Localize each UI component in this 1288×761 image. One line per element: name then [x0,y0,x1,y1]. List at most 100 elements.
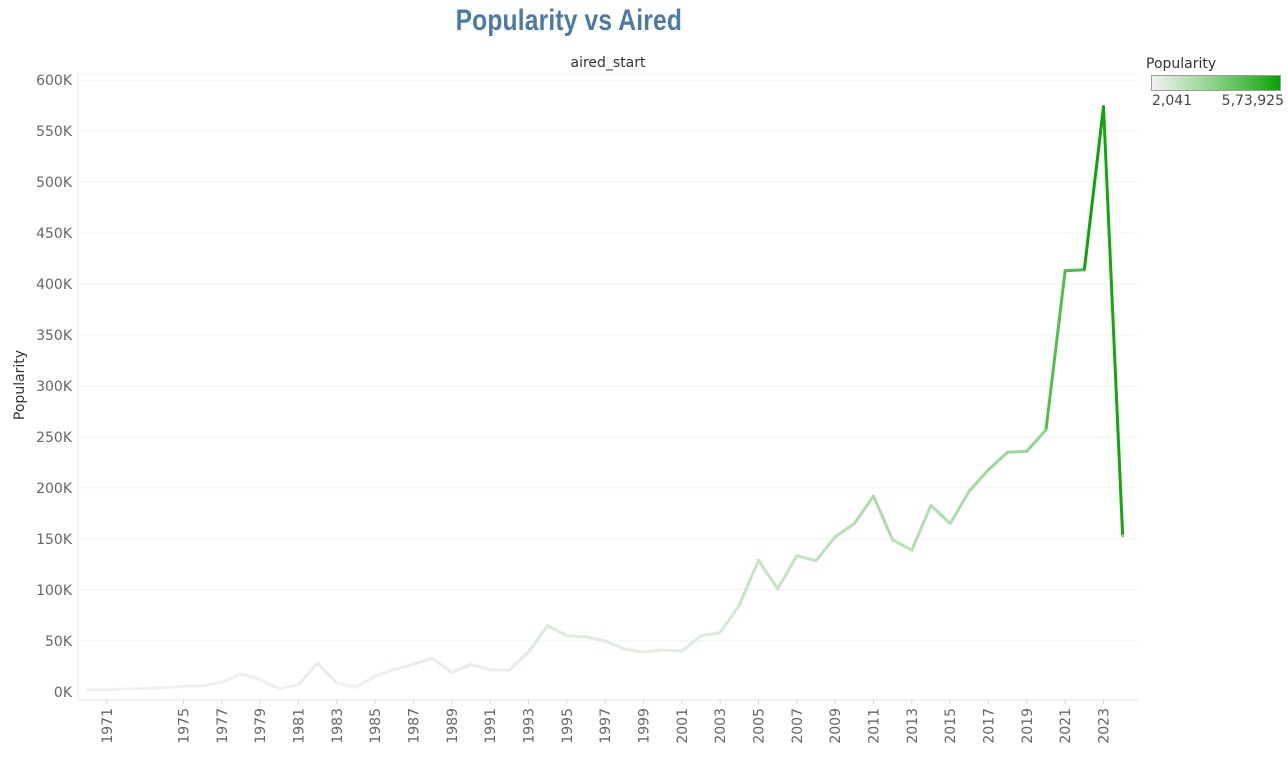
data-point [239,672,243,676]
series-segment [277,683,300,691]
data-point [776,587,779,591]
series-segment [852,494,875,526]
data-point [584,635,588,638]
series-segment [565,634,588,639]
x-tick-label: 1981 [291,708,307,744]
x-tick-label: 1993 [521,708,537,744]
data-point [1102,105,1105,108]
series-segment [296,661,320,687]
y-tick-label: 350K [36,328,73,344]
series-segment [622,647,645,654]
x-tick-label: 2005 [751,708,767,744]
y-tick-label: 250K [36,430,73,446]
data-point [853,522,856,525]
x-tick-label: 1983 [330,708,346,744]
series-segment [1006,449,1029,454]
series-segment [910,503,933,552]
series-segment [546,624,569,638]
x-tick-label: 1975 [176,708,192,744]
series-segment [526,624,550,654]
data-point [948,522,952,525]
data-point [1063,269,1067,272]
data-point [833,535,837,539]
data-point [738,603,741,607]
series-segment [316,661,339,685]
x-tick-label: 2009 [828,708,844,744]
axes: 0K 50K 100K 150K 200K 250K 300K 350K 400K 450K 500… [36,73,1112,744]
data-point [527,650,530,654]
x-tick-label: 2023 [1096,708,1112,744]
series-segment [986,450,1010,472]
data-point [872,494,875,498]
data-point [220,680,223,684]
data-point [508,668,511,672]
series-segment [718,603,741,635]
data-point [929,504,933,507]
series-segment [431,656,454,674]
legend-min-label: 2,041 [1152,93,1193,109]
x-tick-label: 1995 [560,708,576,744]
y-tick-label: 300K [36,379,73,395]
series-line [86,105,1125,692]
data-point [968,489,971,493]
x-tick-label: 2017 [981,708,997,744]
series-segment [201,680,224,688]
y-tick-label: 500K [36,175,73,191]
series-segment [1101,105,1125,538]
data-point [718,631,722,634]
data-point [488,668,492,672]
series-segment [795,554,818,563]
data-point [987,468,990,471]
data-point [431,656,434,660]
y-tick-label: 0K [54,685,73,701]
x-tick-label: 2013 [905,708,921,744]
series-segment [737,558,760,607]
data-point [680,649,683,653]
data-point [105,688,108,691]
series-segment [239,672,262,682]
data-point [412,663,415,666]
x-tick-label: 2007 [790,708,806,744]
series-segment [814,535,837,563]
x-tick-label: 1987 [406,708,422,744]
data-point [316,662,319,665]
series-segment [411,656,435,666]
series-segment [891,538,914,552]
x-tick-label: 2003 [713,708,729,744]
y-tick-label: 550K [36,124,73,140]
series-segment [450,662,473,674]
x-tick-label: 1999 [636,708,652,744]
data-point [661,648,664,652]
x-tick-label: 1979 [253,708,269,744]
series-segment [258,678,281,691]
y-tick-label: 400K [36,277,73,293]
data-point [354,686,358,689]
series-segment [354,674,377,689]
data-point [1025,450,1029,453]
x-tick-label: 2011 [866,708,882,744]
data-point [86,688,89,691]
line-chart: 0K 50K 100K 150K 200K 250K 300K 350K 400K 450K 500… [12,55,1138,744]
data-point [258,678,262,681]
data-point [565,634,568,637]
x-tick-label: 1989 [445,708,461,744]
series-segment [220,672,243,684]
data-point [546,624,549,627]
x-tick-label: 2015 [943,708,959,744]
y-tick-label: 450K [36,226,73,242]
series-segment [948,489,971,526]
y-tick-label: 600K [36,73,73,89]
series-segment [756,558,780,591]
legend-max-label: 5,73,925 [1221,93,1284,109]
y-tick-label: 150K [36,532,73,548]
x-tick-label: 2001 [675,708,691,744]
column-header: aired_start [570,55,646,71]
data-point [1121,534,1124,538]
legend-gradient-bar [1151,75,1281,91]
color-legend: Popularity 2,041 5,73,925 [1146,56,1288,111]
data-point [1044,428,1048,432]
y-tick-label: 50K [45,634,73,650]
series-segment [1025,428,1048,453]
data-point [163,686,166,689]
data-point [1083,268,1086,271]
